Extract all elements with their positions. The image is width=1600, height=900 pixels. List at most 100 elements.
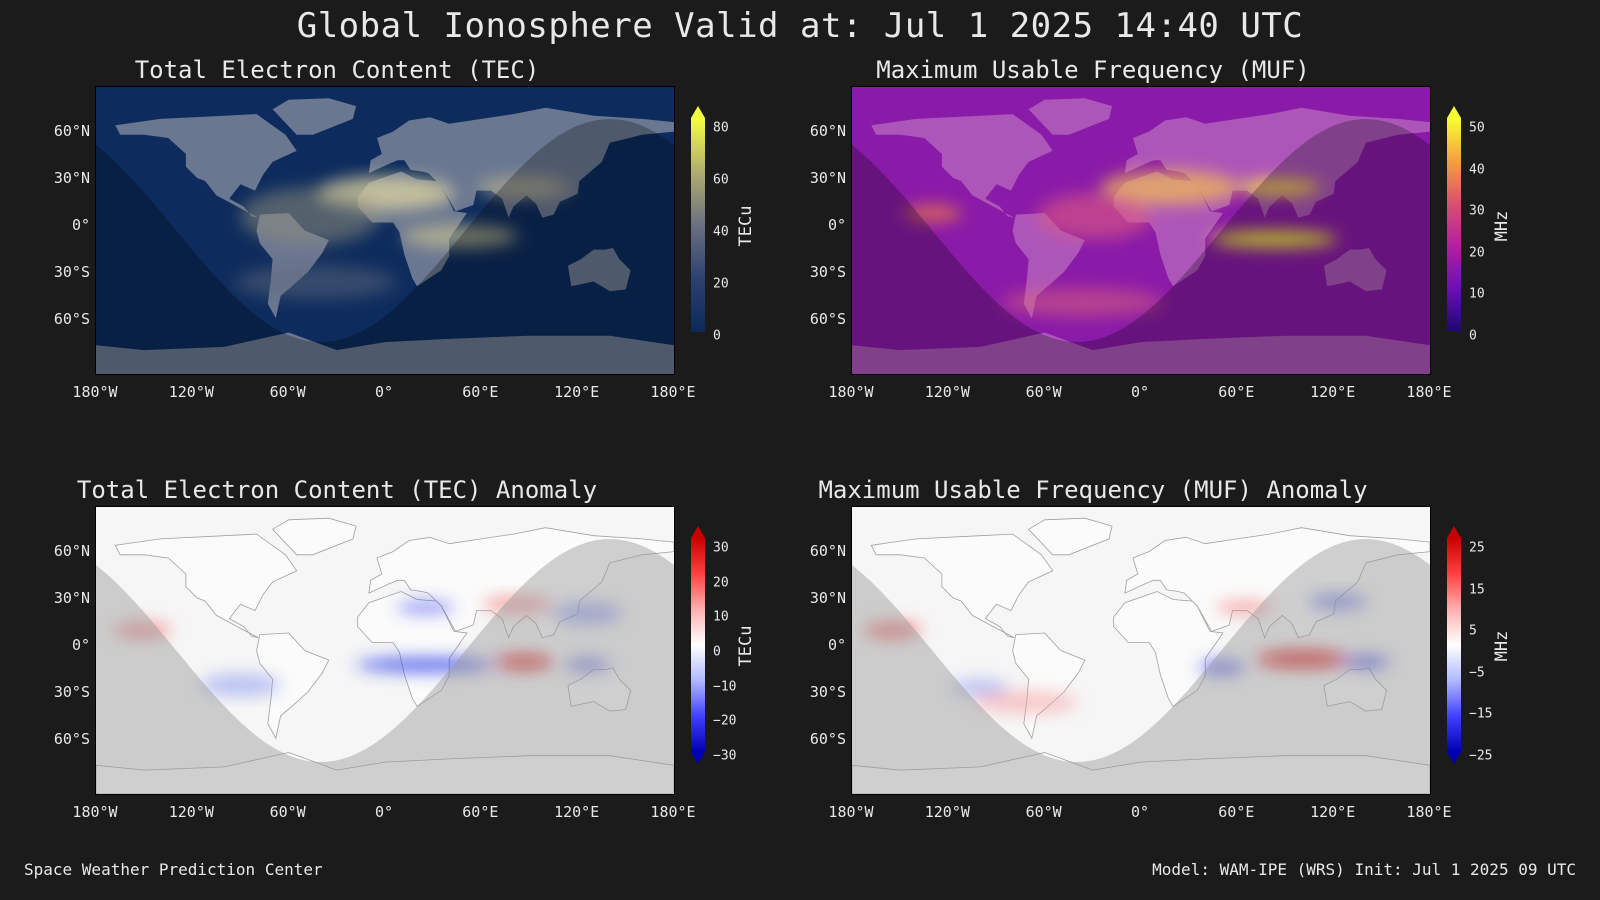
panel-title: Total Electron Content (TEC) Anomaly <box>76 476 598 504</box>
longitude-label: 60°E <box>1218 803 1255 821</box>
model-info-text: Model: WAM-IPE (WRS) Init: Jul 1 2025 09… <box>1152 860 1576 879</box>
longitude-label: 60°W <box>269 383 306 401</box>
latitude-label: 30°S <box>809 683 846 701</box>
longitude-label: 180°W <box>72 803 118 821</box>
continent-shape <box>1124 527 1430 639</box>
longitude-label: 120°W <box>168 383 214 401</box>
longitude-label: 120°E <box>1310 803 1356 821</box>
longitude-label: 120°E <box>1310 383 1356 401</box>
night-shade <box>96 119 674 374</box>
panel-title: Maximum Usable Frequency (MUF) <box>876 56 1310 84</box>
latitude-label: 0° <box>827 216 846 234</box>
continent-shape <box>96 332 674 374</box>
continent-shape <box>115 114 297 218</box>
continent-shape <box>871 114 1053 218</box>
colorbar-tick: 40 <box>713 224 729 240</box>
colorbar-tick: −25 <box>1469 748 1493 764</box>
colorbar-tick: 50 <box>1469 120 1485 136</box>
longitude-label: 180°E <box>650 383 696 401</box>
colorbar <box>1447 106 1461 334</box>
latitude-label: 0° <box>71 216 90 234</box>
tec-panel: Total Electron Content (TEC) 60°N 30°N 0° 30… <box>0 56 756 456</box>
longitude-label: 180°W <box>828 803 874 821</box>
longitude-label: 60°W <box>1025 383 1062 401</box>
colorbar-tick: 20 <box>713 575 729 591</box>
colorbar-label: TECu <box>736 205 756 247</box>
continent-shape <box>272 98 357 135</box>
latitude-label: 60°N <box>53 122 90 140</box>
longitude-label: 180°E <box>650 803 696 821</box>
longitude-label: 60°E <box>462 383 499 401</box>
latitude-label: 30°N <box>809 589 846 607</box>
colorbar-tick: −30 <box>713 748 737 764</box>
latitude-label: 30°N <box>53 169 90 187</box>
colorbar-tick: 10 <box>1469 286 1485 302</box>
longitude-label: 180°E <box>1406 383 1452 401</box>
longitude-label: 180°W <box>828 383 874 401</box>
latitude-label: 60°N <box>809 542 846 560</box>
latitude-label: 30°N <box>809 169 846 187</box>
colorbar-tick: −15 <box>1469 706 1493 722</box>
longitude-label: 60°W <box>1025 803 1062 821</box>
colorbar-label: MHz <box>1492 630 1512 662</box>
colorbar <box>1447 526 1461 764</box>
world-map <box>851 86 1431 375</box>
colorbar-label: MHz <box>1492 210 1512 242</box>
longitude-label: 0° <box>1130 803 1150 821</box>
colorbar-tick: −10 <box>713 679 737 695</box>
colorbar-tick: 30 <box>1469 203 1485 219</box>
colorbar-tick: 60 <box>713 172 729 188</box>
colorbar <box>691 526 705 764</box>
longitude-label: 60°E <box>462 803 499 821</box>
latitude-label: 30°S <box>809 263 846 281</box>
longitude-label: 0° <box>374 383 394 401</box>
latitude-label: 30°S <box>53 683 90 701</box>
credit-text: Space Weather Prediction Center <box>24 860 323 879</box>
panel-title: Total Electron Content (TEC) <box>134 56 540 84</box>
night-shade <box>96 539 674 794</box>
colorbar-tick: 0 <box>1469 328 1477 344</box>
muf-anomaly-panel: Maximum Usable Frequency (MUF) Anomaly 60… <box>756 476 1512 876</box>
longitude-label: 120°E <box>554 803 600 821</box>
continent-shape <box>96 752 674 794</box>
continent-shape <box>870 533 1054 639</box>
continent-shape <box>357 591 468 707</box>
colorbar-tick: 0 <box>713 644 721 660</box>
panel-title: Maximum Usable Frequency (MUF) Anomaly <box>818 476 1368 504</box>
colorbar-label: TECu <box>736 625 756 667</box>
latitude-label: 60°S <box>53 730 90 748</box>
continent-shape <box>271 517 357 556</box>
latitude-label: 0° <box>71 636 90 654</box>
continent-shape <box>1324 248 1387 292</box>
tec-anomaly-panel: Total Electron Content (TEC) Anomaly 60°N… <box>0 476 756 876</box>
continent-shape <box>1027 517 1113 556</box>
latitude-label: 60°S <box>809 730 846 748</box>
colorbar-tick: 20 <box>1469 245 1485 261</box>
latitude-label: 30°N <box>53 589 90 607</box>
longitude-label: 120°W <box>924 803 970 821</box>
colorbar-tick: −20 <box>713 713 737 729</box>
longitude-label: 180°W <box>72 383 118 401</box>
longitude-label: 60°W <box>269 803 306 821</box>
continent-shape <box>114 533 298 639</box>
colorbar-tick: 40 <box>1469 162 1485 178</box>
longitude-label: 0° <box>1130 383 1150 401</box>
night-shade <box>852 119 1430 374</box>
continent-shape <box>256 632 330 740</box>
world-map <box>95 506 675 795</box>
colorbar-tick: 30 <box>713 540 729 556</box>
colorbar-tick: 15 <box>1469 582 1485 598</box>
continent-shape <box>852 332 1430 374</box>
longitude-label: 120°W <box>924 383 970 401</box>
world-map <box>851 506 1431 795</box>
latitude-label: 60°N <box>809 122 846 140</box>
continent-shape <box>1028 98 1113 135</box>
colorbar-tick: 80 <box>713 120 729 136</box>
colorbar-tick: 0 <box>713 328 721 344</box>
muf-panel: Maximum Usable Frequency (MUF) 60°N 30°N 0°… <box>756 56 1512 456</box>
colorbar <box>691 106 705 334</box>
continent-shape <box>568 248 631 292</box>
longitude-label: 60°E <box>1218 383 1255 401</box>
longitude-label: 120°E <box>554 383 600 401</box>
world-map <box>95 86 675 375</box>
